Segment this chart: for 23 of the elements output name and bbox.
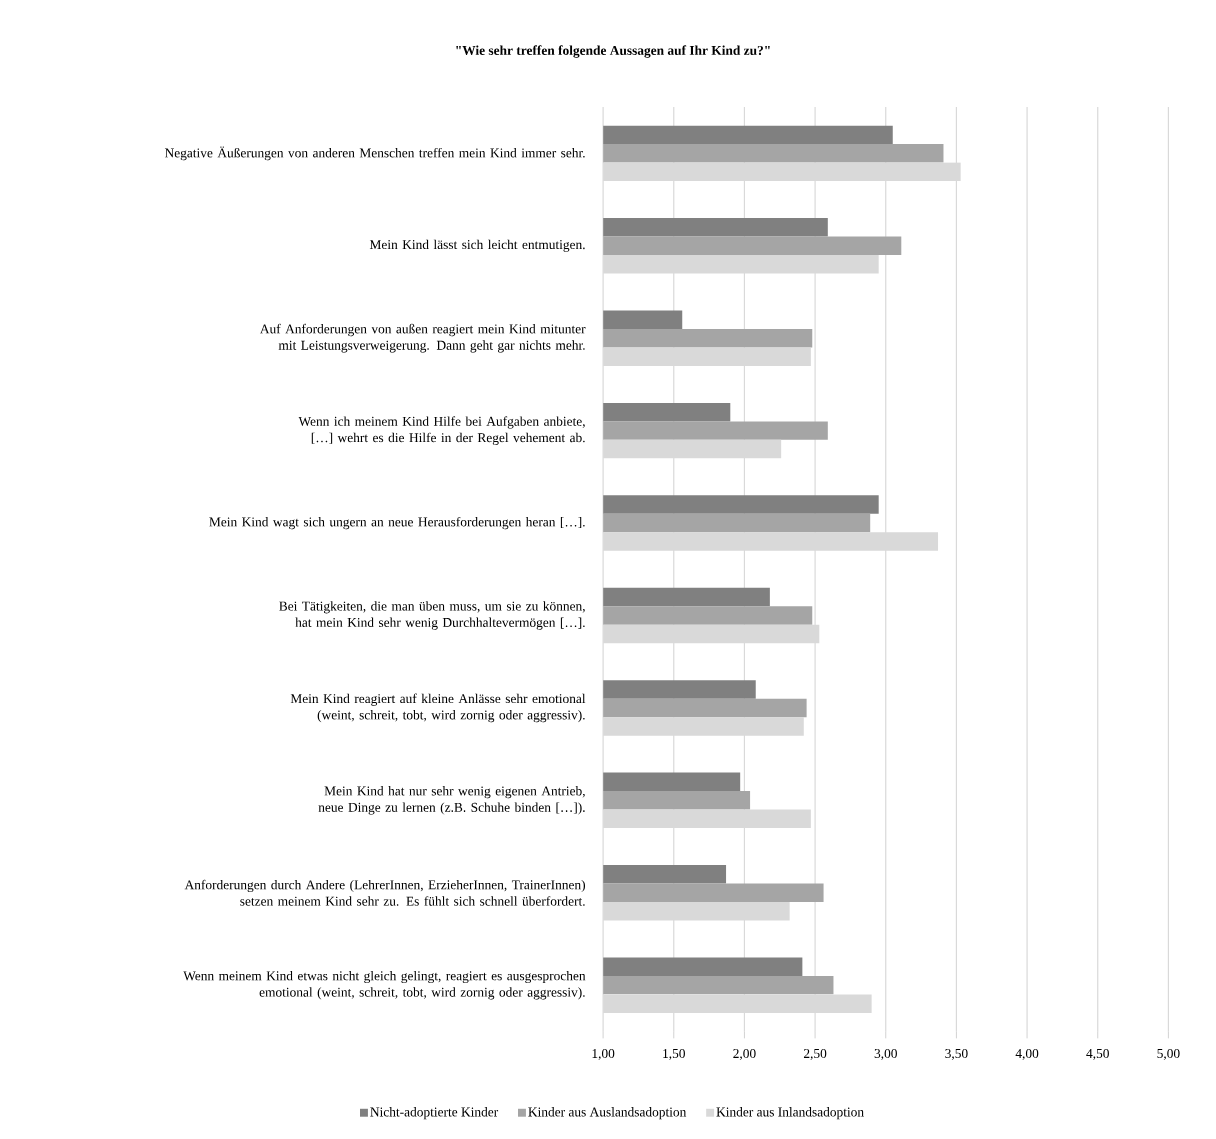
legend-label: Nicht-adoptierte Kinder (370, 1107, 499, 1120)
x-tick-label: 1,50 (663, 1049, 685, 1061)
y-tick-label: Negative Äußerungen von anderen Menschen treffen mein Kind immer sehr. (164, 146, 585, 161)
x-tick-label: 2,50 (803, 1049, 827, 1061)
y-tick-label: Wenn ich meinem Kind Hilfe bei Aufgaben anbiete, […] wehrt es die Hilfe in der Regel vehement ab. (298, 416, 585, 446)
y-tick-label: Anforderungen durch Andere (LehrerInnen, ErzieherInnen, TrainerInnen) setzen meinem Kind sehr zu. Es fühlt sich schnell überfordert. (184, 880, 585, 906)
x-tick-label: 4,00 (1015, 1049, 1039, 1061)
y-tick-label: Wenn meinem Kind etwas nicht gleich gelingt, reagiert es ausgesprochen emotional (weint, schreit, tobt, wird zornig oder aggressiv). (183, 971, 586, 1000)
legend-label: Kinder aus Inlandsadoption (716, 1107, 864, 1120)
y-tick-label: Auf Anforderungen von außen reagiert mein Kind mitunter mit Leistungsverweigerung. Dann geht gar nichts mehr. (259, 324, 586, 353)
y-tick-label: Mein Kind lässt sich leicht entmutigen. (369, 239, 585, 253)
x-tick-label: 2,00 (733, 1049, 756, 1061)
x-tick-label: 5,00 (1157, 1049, 1180, 1061)
x-tick-label: 3,50 (945, 1049, 968, 1061)
x-tick-label: 3,00 (874, 1049, 897, 1061)
y-tick-label: Mein Kind hat nur sehr wenig eigenen Antrieb, neue Dinge zu lernen (z.B. Schuhe binden […]). (318, 786, 585, 815)
y-tick-label: Bei Tätigkeiten, die man üben muss, um sie zu können, hat mein Kind sehr wenig Durchhaltevermögen […]. (279, 601, 585, 630)
legend-label: Kinder aus Auslandsadoption (528, 1107, 687, 1120)
x-tick-label: 1,00 (592, 1049, 615, 1061)
y-tick-label: Mein Kind reagiert auf kleine Anlässe sehr emotional (weint, schreit, tobt, wird zornig oder aggressiv). (290, 693, 586, 723)
x-tick-label: 4,50 (1086, 1049, 1109, 1061)
chart-title: "Wie sehr treffen folgende Aussagen auf Ihr Kind zu?" (456, 45, 770, 58)
y-tick-label: Mein Kind wagt sich ungern an neue Herausforderungen heran […]. (209, 517, 585, 530)
